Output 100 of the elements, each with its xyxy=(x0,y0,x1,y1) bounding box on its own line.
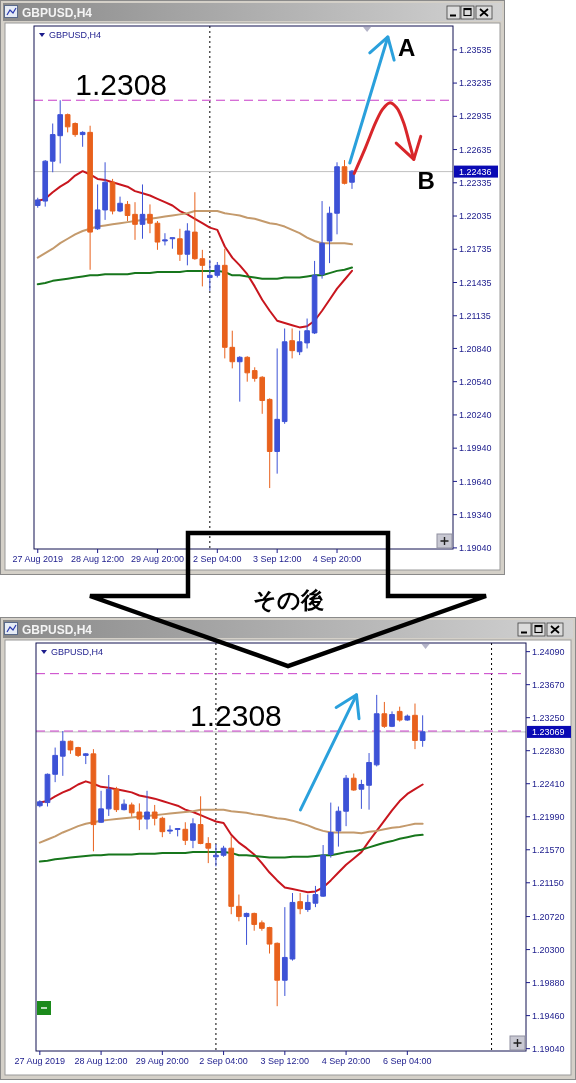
candlestick xyxy=(289,328,295,359)
x-tick-label: 4 Sep 20:00 xyxy=(312,554,362,564)
candlestick xyxy=(124,200,131,222)
chart-title: GBPUSD,H4 xyxy=(22,622,93,637)
candlestick xyxy=(98,790,104,824)
candlestick xyxy=(243,912,250,946)
y-tick-label: 1.23250 xyxy=(532,712,565,723)
y-tick-label: 1.21150 xyxy=(532,877,564,888)
candlestick xyxy=(297,892,304,915)
x-tick-label: 27 Aug 2019 xyxy=(14,1056,66,1066)
x-tick-label: 29 Aug 20:00 xyxy=(130,554,184,564)
line-series xyxy=(36,266,353,286)
candlestick xyxy=(366,752,372,811)
y-tick-label: 1.22635 xyxy=(459,144,492,155)
x-tick-label: 4 Sep 20:00 xyxy=(321,1056,371,1066)
candlestick xyxy=(132,201,138,241)
x-tick-label: 28 Aug 12:00 xyxy=(71,554,125,564)
text: GBPUSD,H4 xyxy=(51,647,104,657)
candlestick xyxy=(335,806,342,848)
y-tick-label: 1.22035 xyxy=(459,211,492,222)
y-tick-label: 1.20840 xyxy=(459,343,492,354)
candlestick xyxy=(350,773,357,792)
y-tick-label: 1.20720 xyxy=(532,911,565,922)
candlestick xyxy=(82,752,89,765)
candlestick xyxy=(396,706,403,723)
y-tick-label: 1.23235 xyxy=(459,78,492,89)
y-tick-label: 1.19460 xyxy=(532,1010,565,1021)
y-tick-label: 1.23670 xyxy=(532,679,565,690)
candlestick xyxy=(113,786,120,813)
candlestick xyxy=(184,222,191,266)
candlestick xyxy=(311,260,318,335)
y-tick-label: 1.22830 xyxy=(532,745,565,756)
candlestick xyxy=(220,845,227,858)
y-tick-label: 1.19040 xyxy=(459,543,492,554)
y-tick-label: 1.20300 xyxy=(532,944,565,955)
x-tick-label: 3 Sep 12:00 xyxy=(260,1056,310,1066)
candlestick xyxy=(266,397,273,489)
candlestick xyxy=(244,355,251,383)
chart-title: GBPUSD,H4 xyxy=(22,5,93,20)
ref-line-label: 1.23069 xyxy=(532,727,565,738)
candlestick xyxy=(213,843,219,867)
candlestick xyxy=(109,178,116,215)
x-tick-label: 3 Sep 12:00 xyxy=(252,554,302,564)
x-tick-label: 27 Aug 2019 xyxy=(12,554,64,564)
text: その後 xyxy=(252,587,324,614)
candlestick xyxy=(404,714,411,722)
y-tick-label: 1.21990 xyxy=(532,811,565,822)
candlestick xyxy=(341,159,348,185)
y-tick-label: 1.19340 xyxy=(459,509,492,520)
y-tick-label: 1.22335 xyxy=(459,177,492,188)
candlestick xyxy=(139,183,146,240)
candlestick xyxy=(381,701,388,729)
y-tick-label: 1.21435 xyxy=(459,277,492,288)
x-tick-label: 29 Aug 20:00 xyxy=(135,1056,189,1066)
x-tick-label: 6 Sep 04:00 xyxy=(383,1056,432,1066)
annotation: A xyxy=(397,34,416,62)
annotation: B xyxy=(417,167,435,195)
y-tick-label: 1.19940 xyxy=(459,443,492,454)
y-tick-label: 1.21735 xyxy=(459,244,492,255)
candlestick xyxy=(117,196,123,213)
candlestick xyxy=(419,714,426,748)
candlestick xyxy=(349,169,355,190)
candlestick xyxy=(59,730,66,777)
y-tick-label: 1.20540 xyxy=(459,376,492,387)
y-tick-label: 1.19040 xyxy=(532,1043,565,1054)
y-tick-label: 1.21135 xyxy=(459,310,491,321)
candlestick xyxy=(251,912,258,932)
candlestick xyxy=(90,748,97,852)
candlestick xyxy=(79,130,86,148)
candlestick xyxy=(412,703,418,750)
y-tick-label: 1.24090 xyxy=(532,646,565,657)
candlestick xyxy=(144,790,150,830)
annotation: 1.2308 xyxy=(190,699,282,733)
candlestick xyxy=(182,821,189,846)
candlestick xyxy=(389,710,395,728)
line-series xyxy=(38,808,424,844)
y-tick-label: 1.19640 xyxy=(459,476,492,487)
candlestick xyxy=(319,200,325,280)
x-tick-label: 28 Aug 12:00 xyxy=(74,1056,128,1066)
y-tick-label: 1.20240 xyxy=(459,410,492,421)
candlestick xyxy=(121,798,127,811)
candlestick xyxy=(228,835,235,915)
candlestick xyxy=(320,844,326,898)
y-tick-label: 1.19880 xyxy=(532,977,565,988)
text: GBPUSD,H4 xyxy=(49,30,102,40)
candlestick xyxy=(327,802,334,859)
candlestick xyxy=(236,355,243,403)
candlestick xyxy=(174,828,181,837)
ref-line-label: 1.22436 xyxy=(459,166,492,177)
candlestick xyxy=(67,739,74,755)
candlestick xyxy=(358,779,365,810)
candlestick xyxy=(343,774,349,827)
line-series xyxy=(36,210,353,259)
candlestick xyxy=(169,237,176,250)
candlestick xyxy=(190,817,196,849)
x-tick-label: 2 Sep 04:00 xyxy=(199,1056,248,1066)
candlestick xyxy=(177,228,183,262)
x-tick-label: 2 Sep 04:00 xyxy=(193,554,242,564)
candlestick xyxy=(281,328,288,425)
candlestick xyxy=(87,125,93,271)
